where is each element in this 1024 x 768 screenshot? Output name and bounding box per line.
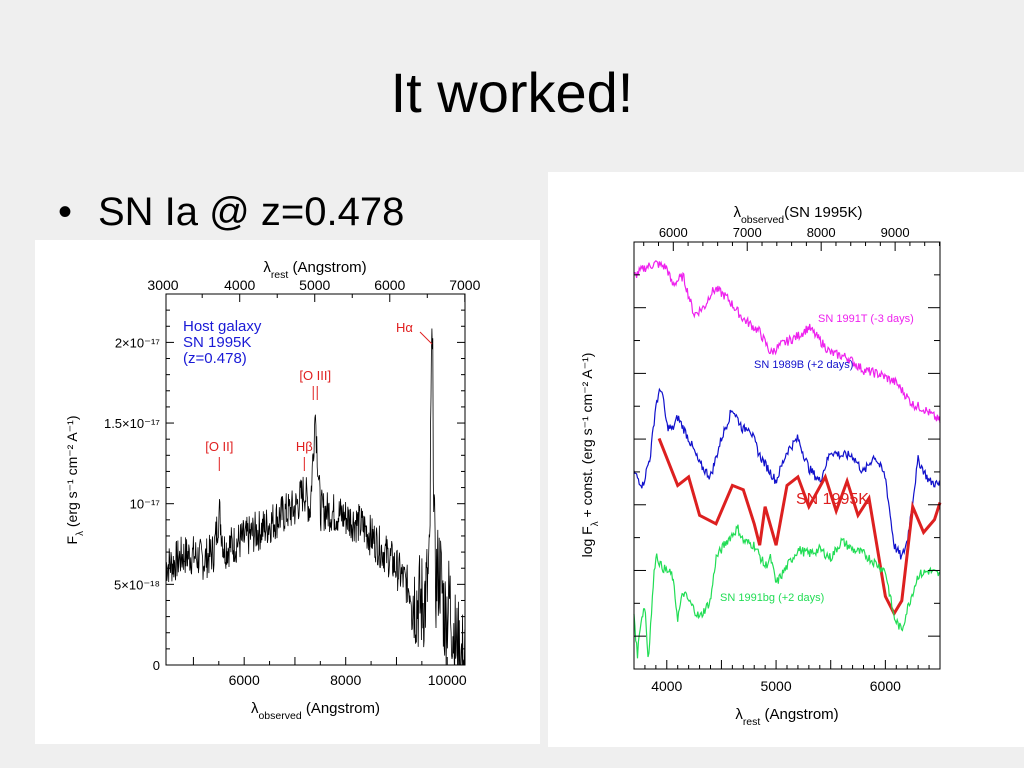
x-tick-label: 5000 [760,678,791,694]
annotation-marker [419,331,433,345]
bullet-marker: • [58,190,73,234]
series-line-sn1989b2days [633,387,941,560]
top-tick-label: 8000 [807,225,836,240]
legend-line: Host galaxy [183,318,262,335]
bullet-item: • SN Ia @ z=0.478 [58,190,404,235]
legend-line: (z=0.478) [183,350,247,367]
x-tick-label: 10000 [428,672,467,688]
x-tick-label: 4000 [651,678,682,694]
x-tick-label: 8000 [330,672,361,688]
annotation-label: Hα [396,320,413,335]
host-galaxy-spectrum-chart: 6000 8000 10000 λobserved (Angstrom) 3000 400… [64,259,481,722]
plot-frame [165,293,466,666]
y-tick-label: 1.5×10⁻¹⁷ [104,416,160,431]
host-galaxy-spectrum-figure: 6000 8000 10000 λobserved (Angstrom) 3000 400… [35,240,540,744]
top-tick-label: 6000 [659,225,688,240]
y-axis-label: Fλ (erg s⁻¹ cm⁻² A⁻¹) [64,416,86,545]
y-tick-label: 5×10⁻¹⁸ [114,577,160,592]
top-axis-label: λrest (Angstrom) [263,259,366,281]
y-tick-label: 10⁻¹⁷ [130,497,161,512]
top-tick-label: 7000 [449,277,480,293]
annotation-label: [O II] [205,439,233,454]
annotation-oii: [O II] [205,439,233,471]
annotation-h: Hβ [296,439,313,471]
series-line-sn1991bg2days [633,524,941,659]
annotation-label: Hβ [296,439,313,454]
annotation-oiii: [O III] [299,368,331,400]
legend-line: SN 1995K [183,334,251,351]
y-tick-label: 2×10⁻¹⁷ [115,335,160,350]
top-tick-label: 4000 [224,277,255,293]
series-line-sn1995k [657,437,942,617]
top-tick-label: 6000 [374,277,405,293]
series-label: SN 1989B (+2 days) [754,359,853,371]
top-tick-label: 7000 [733,225,762,240]
top-tick-label: 5000 [299,277,330,293]
top-tick-label: 9000 [881,225,910,240]
y-axis-label: log Fλ + const. (erg s⁻¹ cm⁻² A⁻¹) [579,353,601,558]
comparison-spectra-figure: SN 1991T (-3 days) SN 1989B (+2 days) SN 1… [548,172,1024,747]
x-axis-label: λrest (Angstrom) [735,706,838,728]
x-tick-label: 6000 [870,678,901,694]
slide-title: It worked! [390,61,634,124]
series-label: SN 1995K [796,491,869,508]
series-line-sn1991t3days [633,259,941,423]
series-label: SN 1991T (-3 days) [818,313,914,325]
annotation-label: [O III] [299,368,331,383]
top-tick-label: 3000 [147,277,178,293]
comparison-spectra-chart: SN 1991T (-3 days) SN 1989B (+2 days) SN 1… [579,204,942,728]
spectrum-line [165,328,466,666]
y-tick-label: 0 [153,658,160,673]
top-axis-label: λobserved(SN 1995K) [733,204,862,226]
bullet-text: SN Ia @ z=0.478 [98,190,405,234]
annotation-h: Hα [396,320,433,345]
x-tick-label: 6000 [229,672,260,688]
series-label: SN 1991bg (+2 days) [720,592,824,604]
x-axis-label: λobserved (Angstrom) [251,700,380,722]
